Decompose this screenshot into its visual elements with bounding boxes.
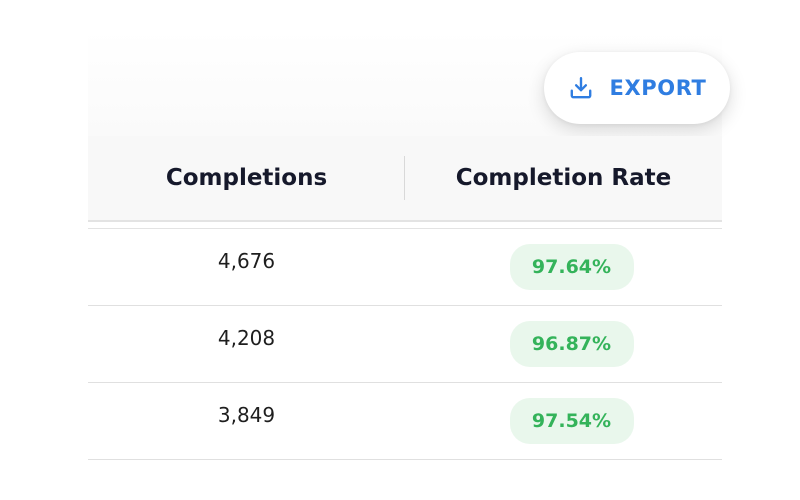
- header-separator: [88, 222, 722, 229]
- completion-rate-cell: 96.87%: [405, 321, 722, 367]
- table-row[interactable]: 4,676 97.64%: [88, 229, 722, 306]
- completion-rate-cell: 97.64%: [405, 244, 722, 290]
- completion-rate-badge: 97.54%: [509, 398, 634, 444]
- table-panel: EXPORT Completions Completion Rate 4,676…: [88, 30, 730, 490]
- completions-cell: 4,208: [88, 326, 405, 350]
- export-button[interactable]: EXPORT: [544, 52, 730, 124]
- column-header-completions[interactable]: Completions: [165, 165, 328, 191]
- column-header-completion-rate[interactable]: Completion Rate: [455, 165, 672, 191]
- table-header: Completions Completion Rate: [88, 136, 722, 222]
- completions-cell: 4,676: [88, 249, 405, 273]
- table-row[interactable]: 3,849 97.54%: [88, 383, 722, 460]
- table-row[interactable]: 4,208 96.87%: [88, 306, 722, 383]
- completions-value: 4,208: [217, 326, 276, 350]
- download-icon: [570, 77, 591, 99]
- completions-cell: 3,849: [88, 403, 405, 427]
- export-label: EXPORT: [609, 76, 707, 100]
- column-divider[interactable]: [404, 156, 405, 200]
- completions-value: 3,849: [217, 403, 276, 427]
- completion-rate-cell: 97.54%: [405, 398, 722, 444]
- data-table: Completions Completion Rate 4,676 97.64%…: [88, 136, 722, 460]
- completion-rate-badge: 96.87%: [509, 321, 634, 367]
- completion-rate-badge: 97.64%: [509, 244, 634, 290]
- completions-value: 4,676: [217, 249, 276, 273]
